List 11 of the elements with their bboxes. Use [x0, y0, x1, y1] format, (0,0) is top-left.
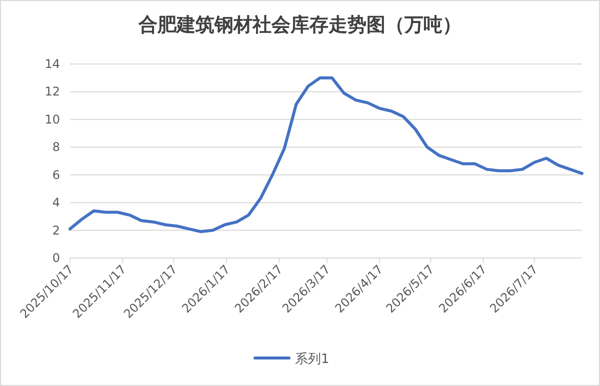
y-tick-label: 10: [44, 112, 60, 126]
y-tick-label: 12: [44, 84, 60, 99]
y-tick-label: 4: [52, 196, 60, 210]
chart-title: 合肥建筑钢材社会库存走势图（万吨）: [138, 14, 462, 36]
y-tick-label: 0: [52, 251, 60, 265]
y-tick-label: 2: [52, 223, 60, 238]
y-tick-label: 8: [52, 140, 60, 154]
line-series: [68, 76, 584, 234]
legend-label: 系列1: [295, 352, 330, 367]
y-tick-label: 6: [52, 168, 60, 182]
y-tick-label: 14: [44, 57, 60, 71]
